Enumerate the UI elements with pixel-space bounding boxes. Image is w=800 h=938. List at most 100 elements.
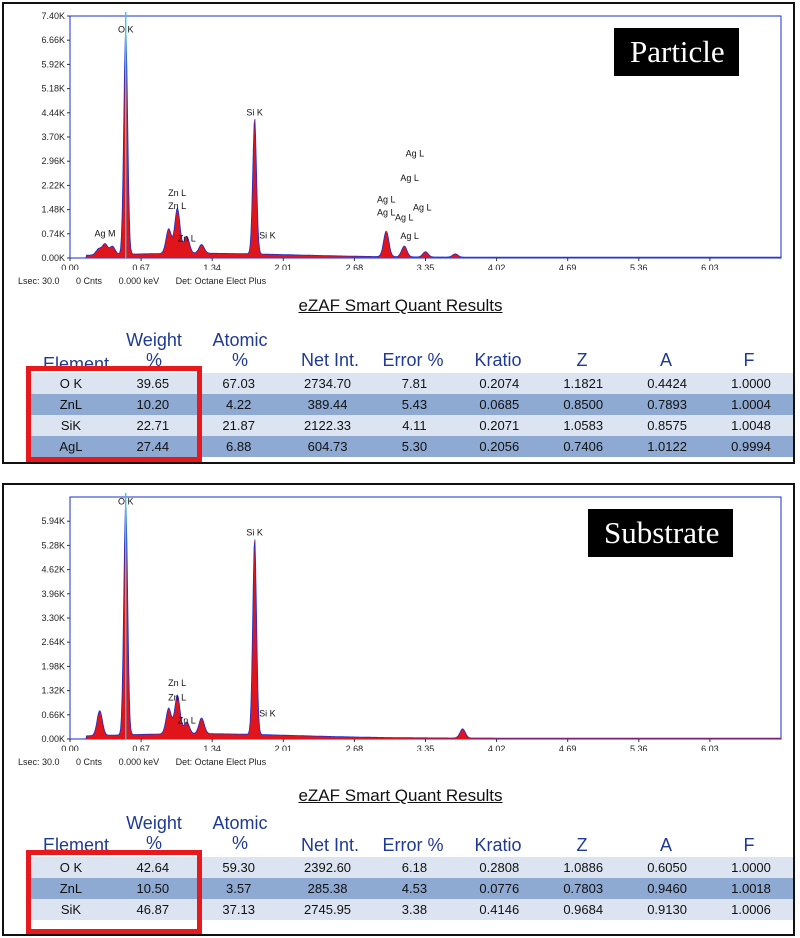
peak-label: Zn L [178,234,196,244]
value-cell: 1.0000 [709,373,793,394]
x-tick-label: 0.00 [61,263,79,270]
results-table: O K 42.64 59.30 2392.60 6.18 0.2808 1.0886 0.60… [30,857,793,920]
peak-label: Ag L [395,212,414,222]
spectrum-footer: Lsec: 30.0 0 Cnts 0.000 keV Det: Octane … [18,276,280,286]
peak-point [185,726,188,729]
table-row: AgL 27.44 6.88 604.73 5.30 0.2056 0.7406 1.0122… [30,436,793,457]
value-cell: 2392.60 [283,857,372,878]
value-cell: 0.9684 [541,899,626,920]
x-tick-label: 2.01 [275,263,293,270]
x-tick-label: 6.03 [701,744,719,751]
value-cell: 21.87 [193,415,284,436]
spectrum-footer: Lsec: 30.0 0 Cnts 0.000 keV Det: Octane … [18,757,280,767]
y-tick-label: 5.92K [41,59,65,69]
y-tick-label: 1.98K [41,661,65,671]
table-row: ZnL 10.20 4.22 389.44 5.43 0.0685 0.8500 0.7893… [30,394,793,415]
value-cell: 46.87 [111,899,194,920]
value-cell: 2745.95 [283,899,372,920]
y-tick-label: 2.22K [41,180,65,190]
value-cell: 27.44 [111,436,194,457]
results-title: eZAF Smart Quant Results [298,786,503,805]
header-atomic-line1: Atomic [212,330,268,350]
panel-label-substrate: Substrate [588,509,734,557]
header-atomic-line1: Atomic [212,813,268,833]
y-tick-label: 3.96K [41,589,65,599]
x-tick-label: 6.03 [701,263,719,270]
peak-point [98,713,101,715]
value-cell: 5.43 [371,394,458,415]
value-cell: 0.2074 [457,373,542,394]
header-f: F [743,835,755,855]
peak-label: Ag L [400,173,419,183]
value-cell: 604.73 [283,436,372,457]
value-cell: 4.53 [371,878,458,899]
y-tick-label: 3.30K [41,613,65,623]
header-weight-line2: % [145,350,162,370]
value-cell: 0.4424 [625,373,710,394]
results-table: O K 39.65 67.03 2734.70 7.81 0.2074 1.1821 0.44… [30,373,793,457]
value-cell: 37.13 [193,899,284,920]
value-cell: 1.0000 [709,857,793,878]
peak-point [424,251,427,254]
value-cell: 389.44 [283,394,372,415]
x-tick-label: 4.02 [488,263,506,270]
y-tick-label: 4.44K [41,108,65,118]
peak-point [104,246,106,249]
panel-label-particle: Particle [614,28,739,76]
y-tick-label: 1.32K [41,686,65,696]
header-z: Z [576,350,588,370]
x-tick-label: 5.36 [630,263,648,270]
peak-point [200,248,203,250]
x-tick-label: 0.67 [132,263,150,270]
y-tick-label: 5.18K [41,84,65,94]
y-tick-label: 0.74K [41,229,65,239]
x-tick-label: 3.35 [417,263,435,270]
value-cell: 0.2056 [457,436,542,457]
value-cell: 42.64 [111,857,194,878]
value-cell: 2122.33 [283,415,372,436]
footer-lsec: Lsec: 30.0 [18,757,60,767]
header-weight: Weight % [114,813,194,853]
value-cell: 0.9460 [625,878,710,899]
y-tick-label: 5.94K [41,516,65,526]
particle-panel: 0.00K 0.74K 1.48K 2.22K 2.96K 3.70K 4.44K 5.18K… [2,2,795,464]
value-cell: 1.0583 [541,415,626,436]
value-cell: 0.6050 [625,857,710,878]
value-cell: 0.0685 [457,394,542,415]
peak-point [200,722,203,725]
peak-point [176,212,179,214]
value-cell: 22.71 [111,415,194,436]
element-cell: O K [30,373,112,394]
value-cell: 1.0048 [709,415,793,436]
x-tick-label: 2.01 [275,744,293,751]
peak-label: Si K [246,528,263,538]
peak-label: Zn L [168,693,186,703]
footer-kev: 0.000 keV [118,276,160,286]
table-row: O K 39.65 67.03 2734.70 7.81 0.2074 1.1821 0.44… [30,373,793,394]
element-cell: AgL [30,436,112,457]
footer-cnts: 0 Cnts [76,757,103,767]
value-cell: 39.65 [111,373,194,394]
peak-point [385,231,388,234]
value-cell: 0.2071 [457,415,542,436]
element-cell: SiK [30,415,112,436]
y-tick-label: 5.28K [41,540,65,550]
value-cell: 0.2808 [457,857,542,878]
value-cell: 6.18 [371,857,458,878]
value-cell: 1.1821 [541,373,626,394]
value-cell: 1.0006 [709,899,793,920]
y-tick-label: 0.00K [41,253,65,263]
y-tick-label: 0.00K [41,734,65,744]
footer-det: Det: Octane Elect Plus [175,757,267,767]
table-row: SiK 46.87 37.13 2745.95 3.38 0.4146 0.9684 0.91… [30,899,793,920]
element-cell: ZnL [30,878,112,899]
peak-point [454,253,457,256]
footer-cnts: 0 Cnts [76,276,103,286]
header-error: Error % [382,835,444,855]
peak-point [176,699,179,702]
spectrum-outline [70,507,781,740]
highlight-box [26,850,202,934]
header-kratio: Kratio [474,350,522,370]
header-weight: Weight % [114,330,194,370]
x-tick-label: 0.00 [61,744,79,751]
